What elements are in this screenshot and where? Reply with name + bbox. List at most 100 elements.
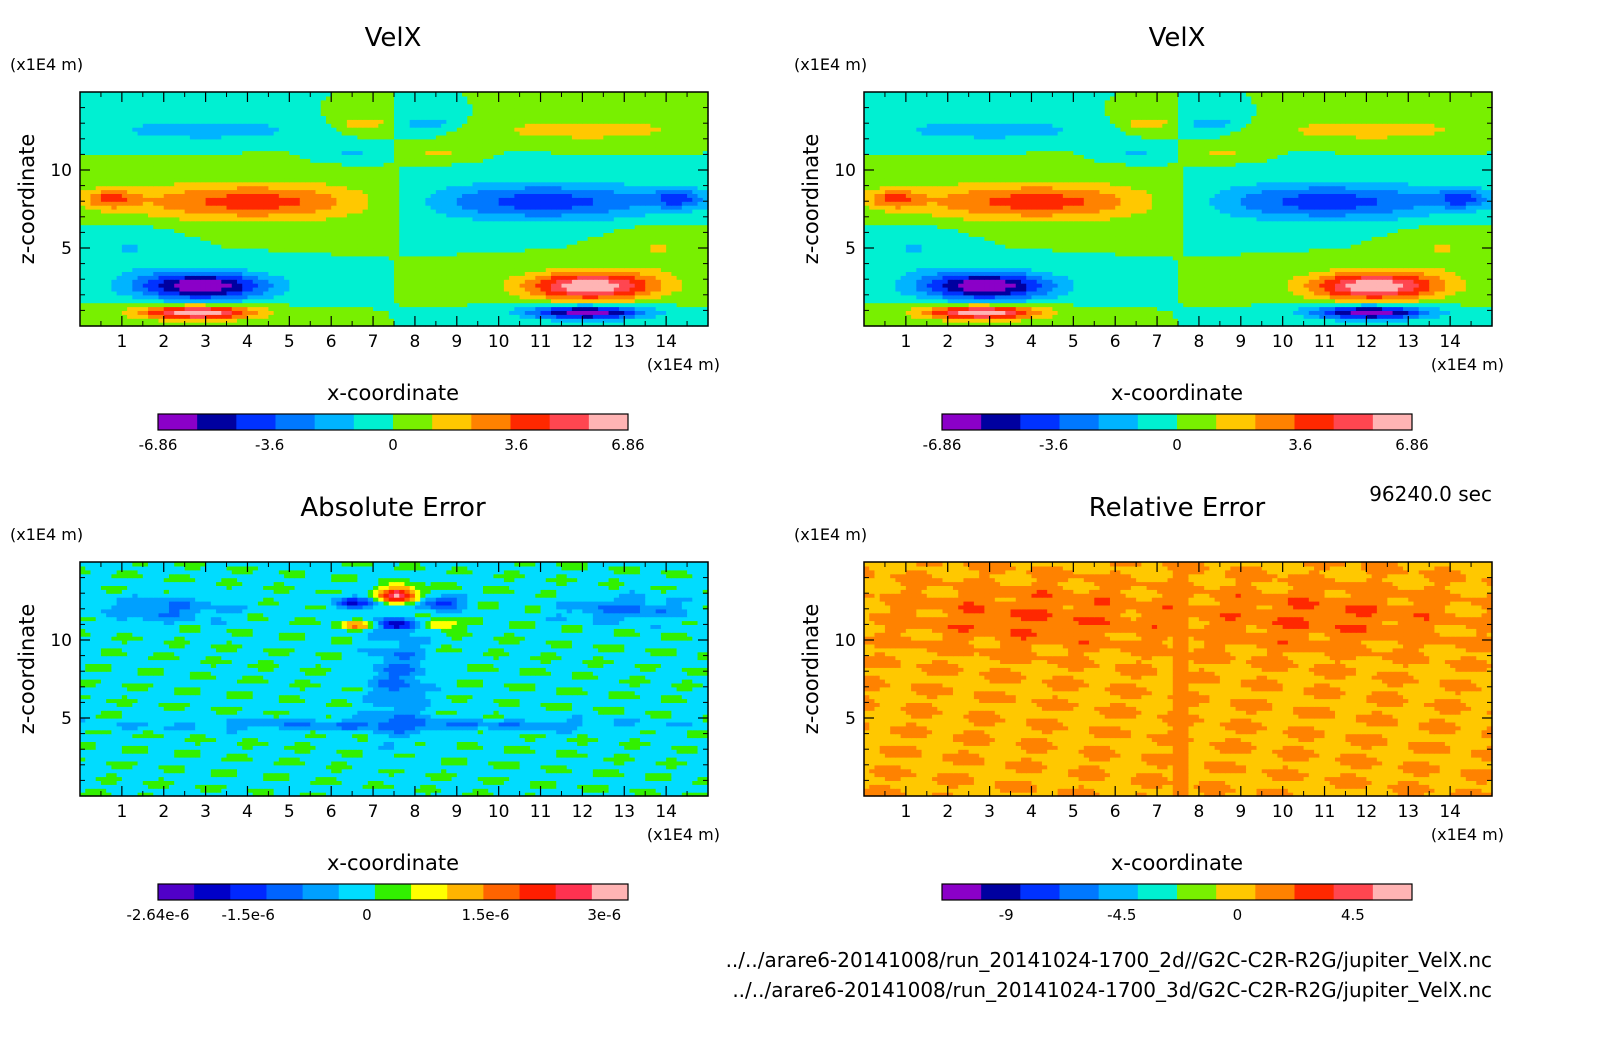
heatmap-cell <box>153 271 160 276</box>
heatmap-cell <box>90 318 97 323</box>
heatmap-cell <box>577 275 583 280</box>
heatmap-cell <box>592 259 599 265</box>
heatmap-cell <box>111 298 118 304</box>
heatmap-cell <box>247 267 254 272</box>
heatmap-cell <box>284 306 290 311</box>
heatmap-cell <box>394 302 400 308</box>
heatmap-cell <box>116 212 123 218</box>
heatmap-cell <box>237 259 243 265</box>
heatmap-cell <box>179 201 186 206</box>
heatmap-cell <box>346 283 353 288</box>
heatmap-cell <box>608 177 615 183</box>
heatmap-cell <box>451 220 458 226</box>
heatmap-cell <box>205 197 212 202</box>
heatmap-cell <box>535 197 542 202</box>
heatmap-cell <box>624 216 631 222</box>
heatmap-cell <box>294 318 301 323</box>
heatmap-cell <box>603 263 610 269</box>
heatmap-cell <box>148 318 154 323</box>
heatmap-cell <box>624 228 631 233</box>
heatmap-cell <box>142 259 149 265</box>
heatmap-cell <box>613 283 620 288</box>
heatmap-cell <box>116 220 123 226</box>
heatmap-cell <box>666 173 672 179</box>
heatmap-cell <box>383 236 390 241</box>
heatmap-cell <box>435 248 442 253</box>
heatmap-cell <box>451 232 458 237</box>
heatmap-cell <box>142 162 149 167</box>
heatmap-cell <box>582 185 589 191</box>
heatmap-cell <box>80 259 86 265</box>
heatmap-cell <box>681 298 688 304</box>
heatmap-cell <box>168 236 175 241</box>
heatmap-cell <box>90 197 97 202</box>
heatmap-cell <box>692 216 699 222</box>
heatmap-cell <box>425 236 432 241</box>
heatmap-cell <box>404 275 411 280</box>
heatmap-cell <box>263 310 269 315</box>
heatmap-cell <box>121 294 128 300</box>
heatmap-cell <box>435 209 442 214</box>
heatmap-cell <box>608 220 615 226</box>
heatmap-cell <box>132 275 139 280</box>
heatmap-cell <box>462 185 468 191</box>
heatmap-cell <box>305 232 311 237</box>
heatmap-cell <box>702 209 709 214</box>
heatmap-cell <box>341 279 348 284</box>
heatmap-cell <box>702 197 709 202</box>
heatmap-cell <box>90 201 97 206</box>
heatmap-cell <box>242 220 249 226</box>
heatmap-cell <box>566 298 573 304</box>
heatmap-cell <box>310 236 317 241</box>
heatmap-cell <box>608 216 615 222</box>
heatmap-cell <box>409 177 416 183</box>
heatmap-cell <box>127 294 133 300</box>
heatmap-cell <box>310 248 317 253</box>
heatmap-cell <box>613 322 620 327</box>
heatmap-cell <box>592 232 599 237</box>
heatmap-cell <box>315 220 322 226</box>
heatmap-cell <box>650 314 657 319</box>
heatmap-cell <box>446 212 453 218</box>
heatmap-cell <box>420 185 426 191</box>
heatmap-cell <box>226 197 233 202</box>
heatmap-cell <box>127 185 133 191</box>
heatmap-cell <box>294 322 301 327</box>
heatmap-cell <box>95 255 102 261</box>
heatmap-cell <box>634 177 641 183</box>
heatmap-cell <box>514 166 521 171</box>
heatmap-cell <box>127 209 133 214</box>
heatmap-cell <box>467 216 474 222</box>
heatmap-cell <box>566 185 573 191</box>
heatmap-cell <box>409 279 416 284</box>
heatmap-cell <box>409 162 416 167</box>
heatmap-cell <box>503 263 510 269</box>
heatmap-cell <box>587 271 594 276</box>
heatmap-cell <box>613 294 620 300</box>
heatmap-cell <box>257 220 264 226</box>
heatmap-cell <box>388 298 395 304</box>
heatmap-cell <box>404 271 411 276</box>
heatmap-cell <box>566 294 573 300</box>
heatmap-cell <box>252 263 259 269</box>
heatmap-cell <box>425 189 432 194</box>
heatmap-cell <box>137 170 144 175</box>
heatmap-cell <box>383 275 390 280</box>
heatmap-cell <box>268 197 275 202</box>
heatmap-cell <box>163 244 170 249</box>
heatmap-cell <box>660 275 667 280</box>
heatmap-cell <box>200 240 207 245</box>
heatmap-cell <box>257 189 264 194</box>
heatmap-cell <box>650 173 657 179</box>
heatmap-cell <box>210 283 217 288</box>
heatmap-cell <box>577 166 583 171</box>
heatmap-cell <box>257 306 264 311</box>
heatmap-cell <box>121 322 128 327</box>
heatmap-cell <box>137 255 144 261</box>
heatmap-cell <box>289 318 296 323</box>
heatmap-cell <box>383 220 390 226</box>
heatmap-cell <box>613 177 620 183</box>
heatmap-cell <box>556 185 563 191</box>
heatmap-cell <box>697 181 704 187</box>
heatmap-cell <box>435 275 442 280</box>
